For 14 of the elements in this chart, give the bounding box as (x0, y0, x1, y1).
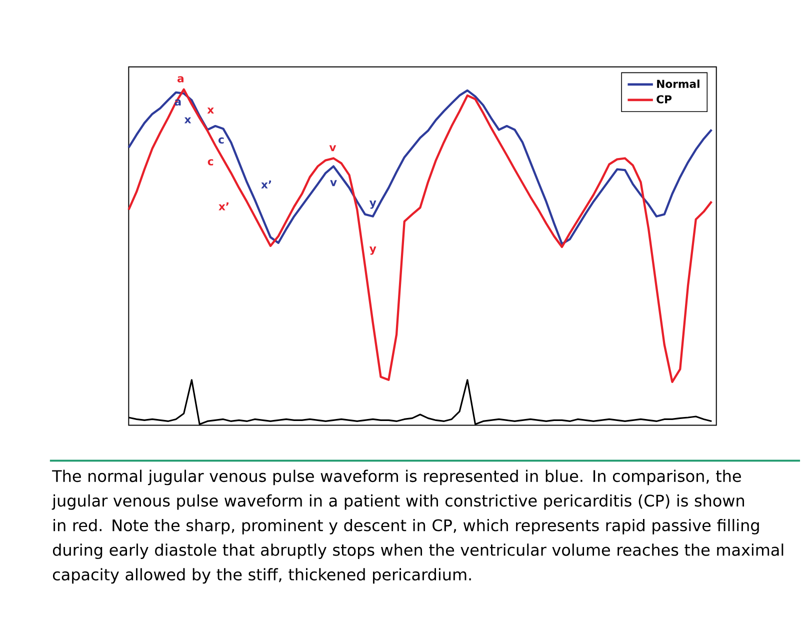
annotation: y (370, 246, 376, 255)
text: The normal jugular venous pulse waveform is represented in blue. In comparison, the jugular venous pulse waveform in a patient with constrictive pericarditis (CP) is shown in red. Note the sharp, prominent y descent in CP, which represents rapid passive filling during early diastole that abruptly stops when the ventricular volume reaches the maximal capacity allowed by the stiff, thickened pericardium. (52, 470, 784, 584)
annotation: x’ (261, 180, 271, 188)
annotation: v (330, 180, 337, 186)
annotation: x (207, 108, 214, 114)
annotation: x (184, 117, 192, 124)
annotation: v (329, 145, 336, 152)
annotation: c (218, 137, 224, 144)
text: a (177, 76, 184, 82)
legend-label: Normal (657, 80, 700, 88)
legend-label: CP (656, 95, 672, 104)
annotation: x’ (218, 202, 228, 210)
annotation: c (208, 159, 214, 166)
annotation: y (370, 200, 376, 209)
